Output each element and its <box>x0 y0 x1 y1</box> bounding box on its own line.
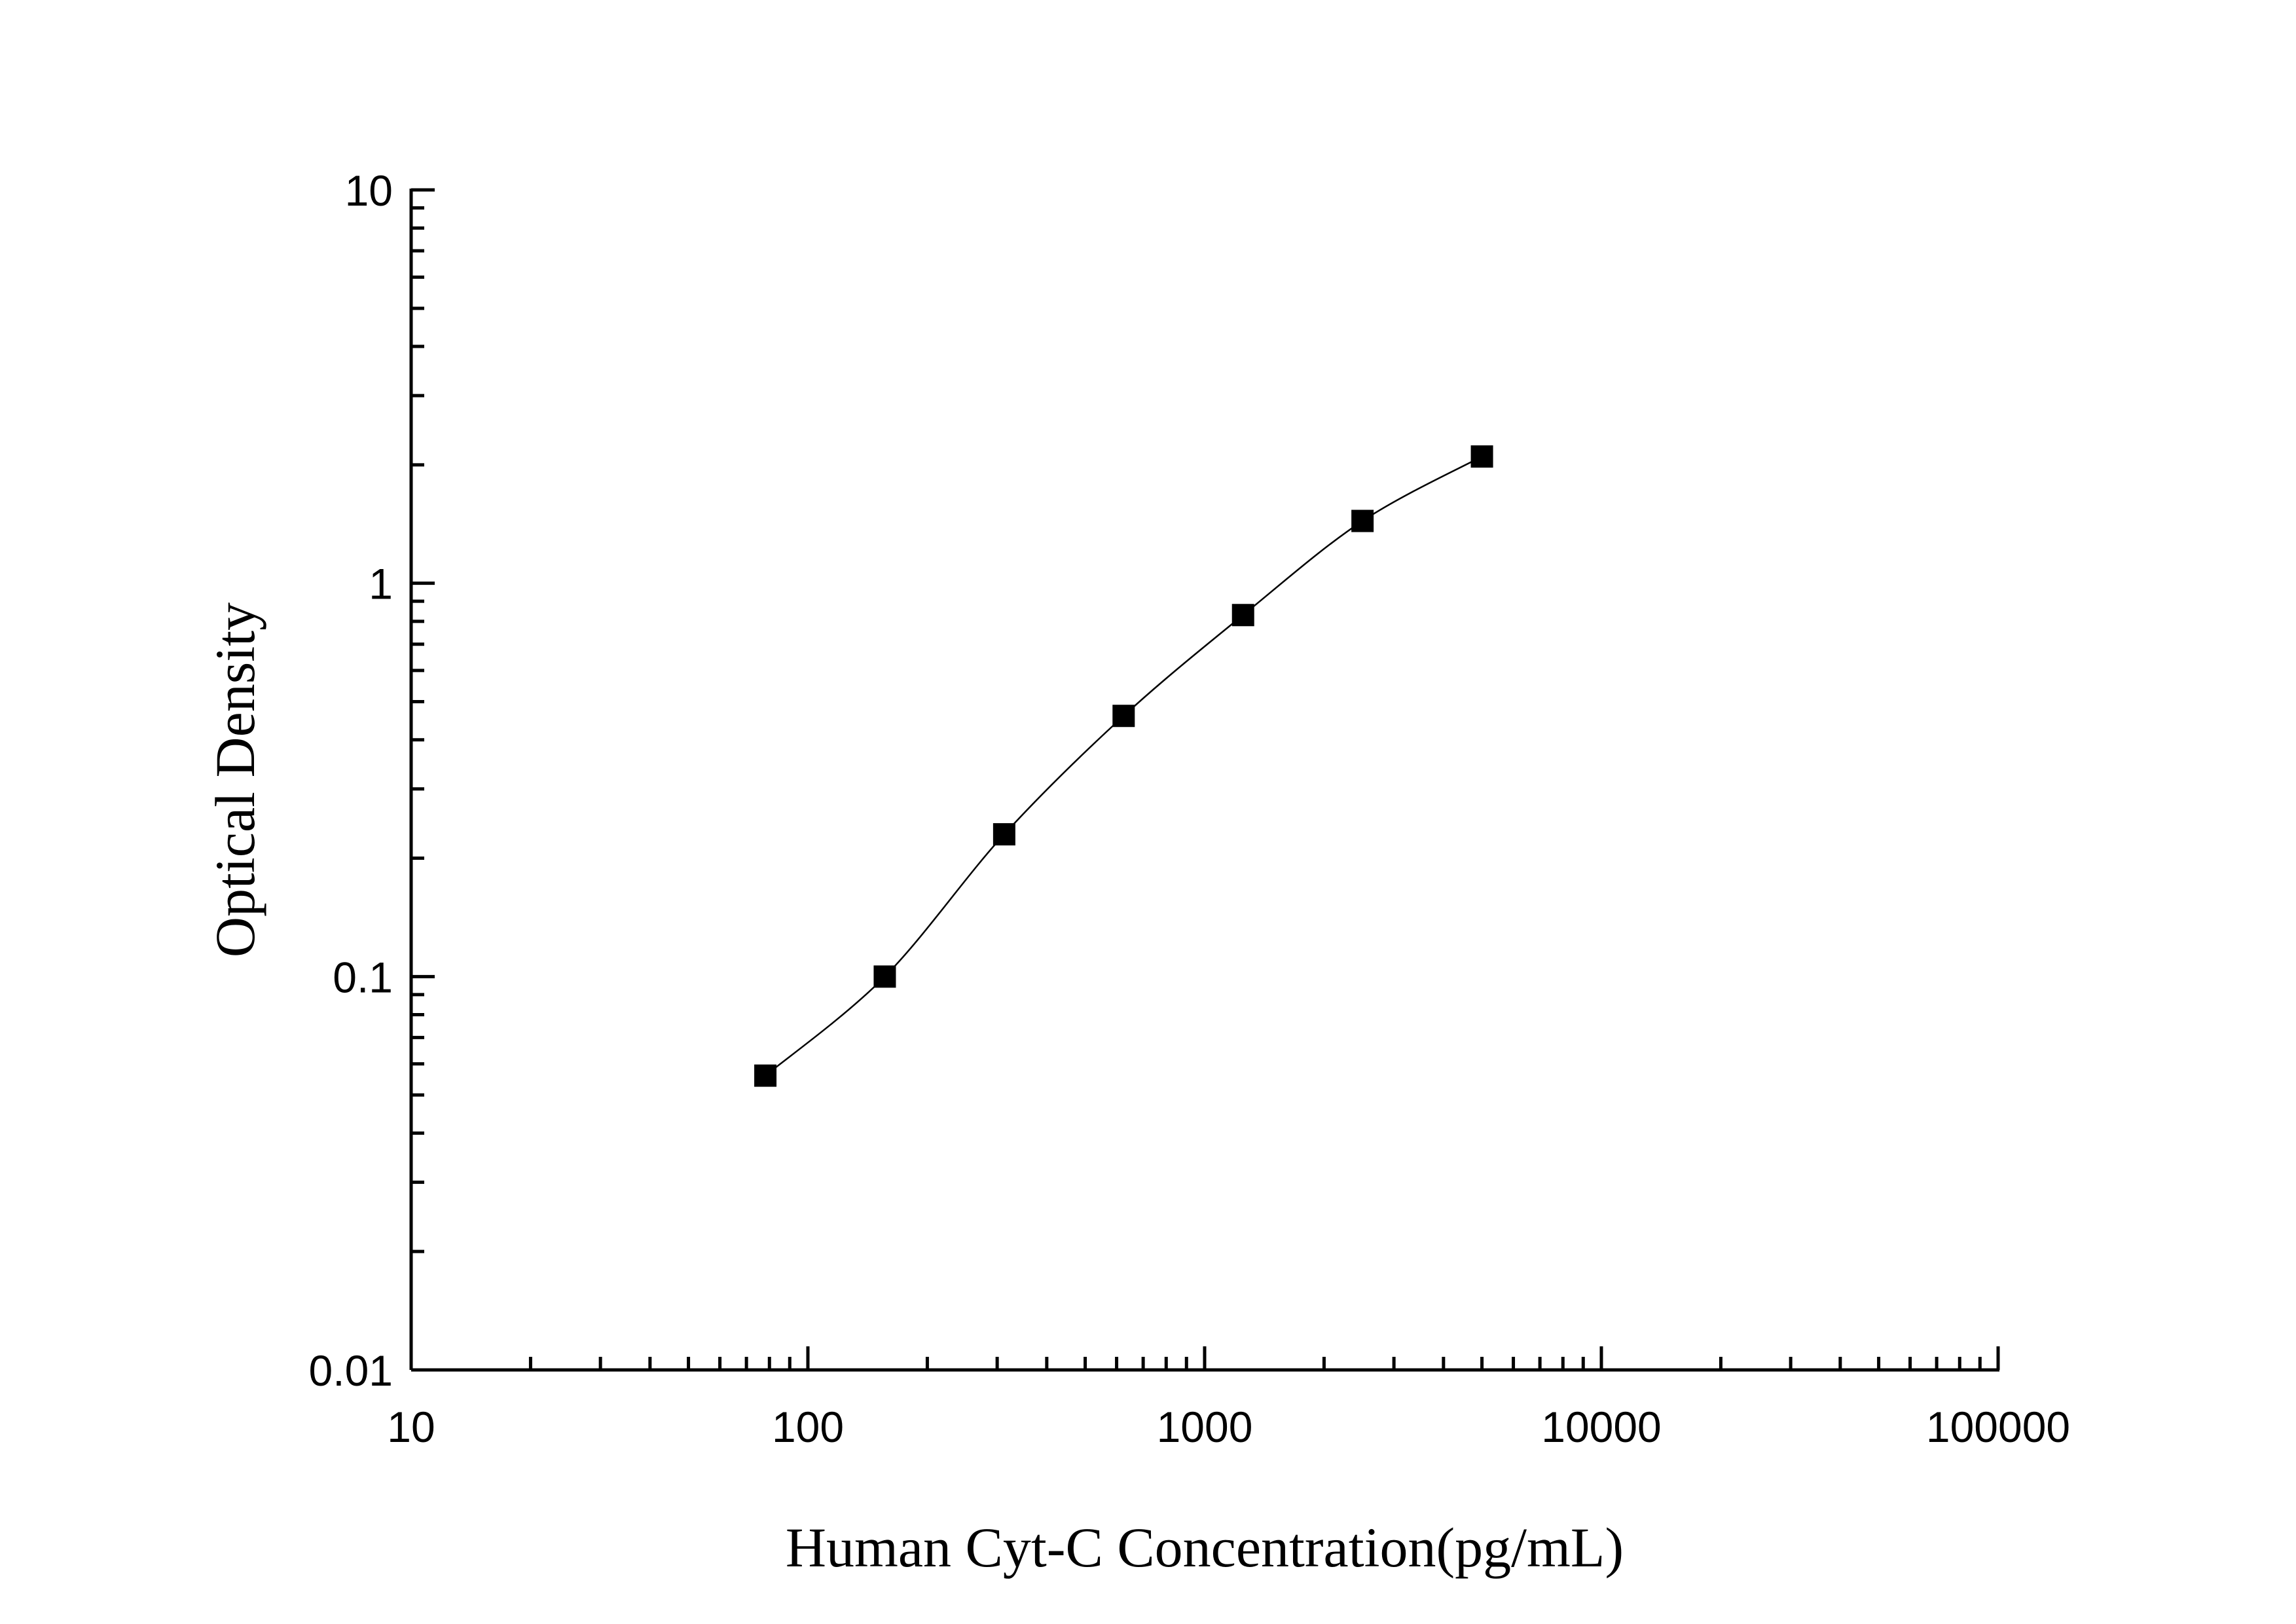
data-point <box>1351 509 1374 532</box>
data-point <box>754 1064 777 1087</box>
x-ticks <box>409 1346 2000 1370</box>
data-point <box>1112 705 1135 728</box>
data-point <box>1470 445 1493 468</box>
y-axis-title: Optical Density <box>204 602 266 957</box>
x-tick-label: 10 <box>387 1403 435 1451</box>
data-point <box>993 823 1015 846</box>
data-point <box>873 965 896 988</box>
x-tick-label: 10000 <box>1541 1403 1662 1451</box>
y-tick-labels: 0.01 0.1 1 10 <box>309 166 393 1395</box>
axes <box>409 189 1999 1372</box>
y-tick-label: 1 <box>369 560 393 608</box>
y-tick-label: 0.1 <box>333 953 393 1001</box>
x-axis-title: Human Cyt-C Concentration(pg/mL) <box>786 1516 1624 1579</box>
y-ticks <box>411 188 435 1372</box>
data-markers <box>754 445 1493 1087</box>
y-tick-label: 10 <box>345 166 393 215</box>
x-tick-label: 100 <box>772 1403 844 1451</box>
x-tick-label: 1000 <box>1157 1403 1253 1451</box>
data-point <box>1231 604 1254 627</box>
x-tick-label: 100000 <box>1926 1403 2070 1451</box>
fit-curve <box>765 456 1483 1077</box>
x-tick-labels: 10 100 1000 10000 100000 <box>387 1403 2070 1451</box>
y-tick-label: 0.01 <box>309 1346 393 1395</box>
